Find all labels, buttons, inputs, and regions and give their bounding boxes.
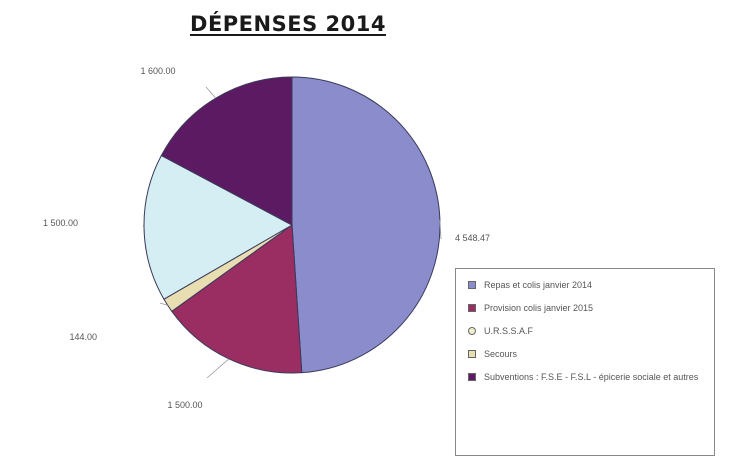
slice-value-label: 4 548.47 bbox=[455, 233, 490, 243]
legend-swatch bbox=[468, 304, 476, 312]
slice-value-label: 1 500.00 bbox=[43, 218, 78, 228]
slice-value-label: 1 500.00 bbox=[167, 400, 202, 410]
chart-title: DÉPENSES 2014 bbox=[190, 12, 386, 36]
pie-slice bbox=[291, 76, 441, 374]
legend-item: U.R.S.S.A.F bbox=[466, 319, 706, 342]
leader-line bbox=[205, 86, 217, 99]
legend-label: U.R.S.S.A.F bbox=[484, 326, 534, 336]
legend-label: Provision colis janvier 2015 bbox=[484, 303, 594, 313]
leader-line bbox=[159, 302, 168, 306]
leader-line bbox=[439, 220, 442, 240]
leader-line bbox=[142, 225, 145, 228]
pie-slice bbox=[143, 154, 294, 300]
chart-legend: Repas et colis janvier 2014 Provision co… bbox=[455, 268, 715, 456]
legend-item: Provision colis janvier 2015 bbox=[466, 296, 706, 319]
legend-item: Repas et colis janvier 2014 bbox=[466, 273, 706, 296]
legend-swatch bbox=[468, 350, 476, 358]
leader-line bbox=[206, 358, 230, 379]
legend-swatch bbox=[468, 373, 476, 381]
legend-swatch bbox=[468, 327, 476, 335]
legend-label: Subventions : F.S.E - F.S.L - épicerie s… bbox=[484, 372, 699, 382]
legend-item: Secours bbox=[466, 342, 706, 365]
pie-slice bbox=[160, 76, 293, 226]
slice-value-label: 144.00 bbox=[69, 332, 97, 342]
pie-slice bbox=[171, 224, 303, 374]
legend-label: Repas et colis janvier 2014 bbox=[484, 280, 593, 290]
slice-value-label: 1 600.00 bbox=[140, 66, 175, 76]
legend-label: Secours bbox=[484, 349, 518, 359]
legend-swatch bbox=[468, 281, 476, 289]
legend-item: Subventions : F.S.E - F.S.L - épicerie s… bbox=[466, 365, 706, 409]
